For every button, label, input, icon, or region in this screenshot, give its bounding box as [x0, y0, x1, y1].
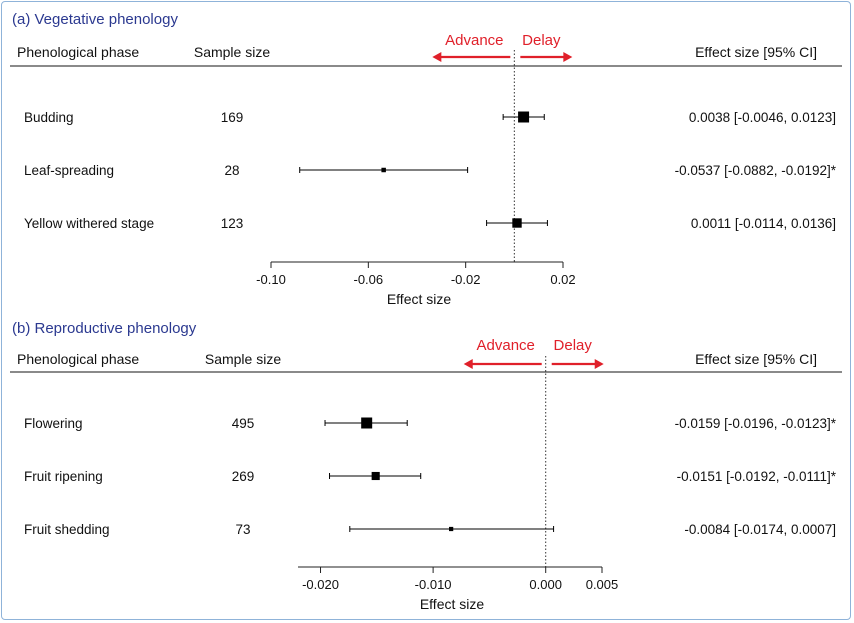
- row-sample-size: 123: [221, 216, 244, 231]
- row-effect-label: 0.0038 [-0.0046, 0.0123]: [689, 110, 836, 125]
- delay-arrow-head: [594, 359, 604, 369]
- advance-arrow-head: [463, 359, 473, 369]
- row-phase-label: Fruit ripening: [24, 469, 103, 484]
- header-sample-size: Sample size: [194, 44, 270, 60]
- row-sample-size: 28: [224, 163, 239, 178]
- point-estimate: [518, 111, 530, 123]
- x-tick-label: -0.020: [302, 577, 339, 592]
- delay-arrow-head: [563, 52, 573, 62]
- point-estimate: [361, 417, 373, 429]
- row-phase-label: Leaf-spreading: [24, 163, 114, 178]
- advance-label: Advance: [477, 337, 535, 354]
- panel-title: (b) Reproductive phenology: [12, 320, 197, 337]
- header-phase: Phenological phase: [17, 44, 139, 60]
- advance-arrow-head: [432, 52, 442, 62]
- panel-title: (a) Vegetative phenology: [12, 11, 178, 28]
- x-tick-label: 0.02: [550, 272, 575, 287]
- row-phase-label: Fruit shedding: [24, 522, 110, 537]
- row-effect-label: 0.0011 [-0.0114, 0.0136]: [691, 216, 836, 231]
- row-sample-size: 169: [221, 110, 244, 125]
- point-estimate: [449, 526, 454, 532]
- row-sample-size: 269: [232, 469, 255, 484]
- x-tick-label: -0.10: [256, 272, 286, 287]
- point-estimate: [371, 471, 380, 481]
- delay-label: Delay: [522, 32, 561, 49]
- row-effect-label: -0.0151 [-0.0192, -0.0111]*: [677, 469, 837, 484]
- row-phase-label: Budding: [24, 110, 74, 125]
- header-phase: Phenological phase: [17, 351, 139, 367]
- x-tick-label: -0.06: [354, 272, 384, 287]
- row-phase-label: Flowering: [24, 416, 83, 431]
- row-effect-label: -0.0537 [-0.0882, -0.0192]*: [675, 163, 837, 178]
- header-effect-size: Effect size [95% CI]: [695, 351, 817, 367]
- point-estimate: [381, 167, 386, 173]
- x-axis-label: Effect size: [387, 291, 452, 307]
- x-tick-label: -0.010: [415, 577, 452, 592]
- point-estimate: [512, 218, 522, 228]
- header-effect-size: Effect size [95% CI]: [695, 44, 817, 60]
- row-phase-label: Yellow withered stage: [24, 216, 154, 231]
- row-effect-label: -0.0159 [-0.0196, -0.0123]*: [675, 416, 837, 431]
- x-tick-label: -0.02: [451, 272, 481, 287]
- x-tick-label: 0.000: [529, 577, 562, 592]
- advance-label: Advance: [445, 32, 503, 49]
- header-sample-size: Sample size: [205, 351, 281, 367]
- x-tick-label: 0.005: [586, 577, 619, 592]
- x-axis-label: Effect size: [420, 596, 485, 612]
- row-sample-size: 73: [235, 522, 250, 537]
- row-sample-size: 495: [232, 416, 255, 431]
- delay-label: Delay: [554, 337, 593, 354]
- row-effect-label: -0.0084 [-0.0174, 0.0007]: [684, 522, 836, 537]
